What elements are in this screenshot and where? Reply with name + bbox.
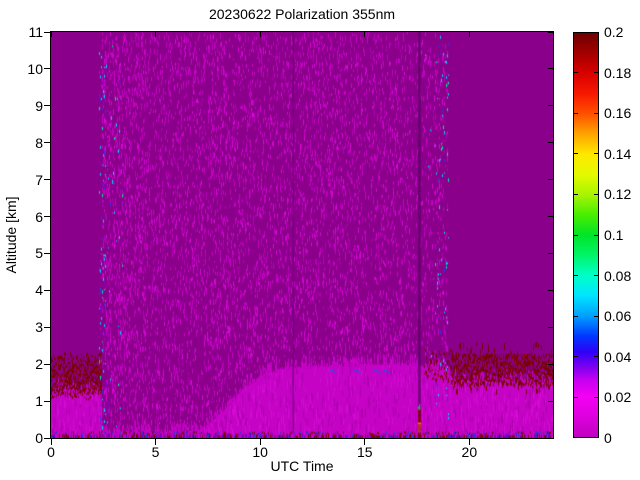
colorbar-tick-mark	[594, 396, 598, 398]
y-tick-mark	[44, 363, 50, 365]
y-tick-mark-right	[548, 31, 553, 33]
x-tick-mark-top	[364, 32, 366, 37]
y-tick-mark-right	[548, 105, 553, 107]
y-tick-label: 8	[35, 134, 43, 151]
colorbar-tick-mark	[574, 72, 578, 74]
y-tick-label: 5	[35, 245, 43, 262]
y-tick-mark-right	[548, 400, 553, 402]
x-tick-mark	[259, 439, 261, 445]
colorbar-tick-label: 0.1	[604, 227, 624, 243]
colorbar-tick-mark	[574, 153, 578, 155]
colorbar-tick-mark	[594, 72, 598, 74]
y-tick-label: 11	[28, 24, 43, 40]
y-tick-mark-right	[548, 326, 553, 328]
colorbar-tick-mark	[574, 234, 578, 236]
x-tick-mark	[155, 439, 157, 445]
y-tick-mark	[44, 68, 50, 70]
x-tick-mark-top	[155, 32, 157, 37]
colorbar-tick-mark	[574, 193, 578, 195]
y-tick-mark	[44, 31, 50, 33]
colorbar-tick-mark	[574, 315, 578, 317]
y-tick-label: 2	[35, 356, 43, 373]
y-tick-mark-right	[548, 216, 553, 218]
y-tick-mark-right	[548, 68, 553, 70]
colorbar-tick-label: 0.2	[604, 24, 624, 40]
colorbar-tick-label: 0.12	[604, 186, 632, 203]
colorbar-tick-mark	[574, 396, 578, 398]
y-tick-mark	[44, 105, 50, 107]
y-tick-label: 3	[35, 319, 43, 336]
x-tick-label: 15	[356, 444, 373, 460]
colorbar-tick-mark	[594, 275, 598, 277]
y-tick-mark-right	[548, 179, 553, 181]
y-tick-mark	[44, 326, 50, 328]
colorbar-tick-label: 0.08	[604, 267, 632, 284]
colorbar-tick-label: 0	[604, 430, 612, 446]
y-tick-mark-right	[548, 289, 553, 291]
y-tick-label: 9	[35, 97, 43, 114]
x-tick-mark-top	[259, 32, 261, 37]
x-tick-label: 5	[151, 444, 160, 460]
y-tick-mark-right	[548, 363, 553, 365]
y-tick-label: 7	[35, 171, 43, 188]
chart-title: 20230622 Polarization 355nm	[208, 6, 396, 22]
y-tick-label: 4	[35, 282, 43, 299]
y-tick-mark	[44, 252, 50, 254]
y-tick-label: 10	[27, 60, 43, 77]
y-tick-label: 1	[35, 393, 43, 410]
y-tick-label: 6	[35, 208, 43, 225]
colorbar-tick-mark	[594, 153, 598, 155]
y-tick-mark-right	[548, 142, 553, 144]
y-tick-mark	[44, 216, 50, 218]
x-tick-mark	[364, 439, 366, 445]
x-tick-mark	[50, 439, 52, 445]
y-tick-mark	[44, 289, 50, 291]
colorbar-tick-label: 0.14	[604, 145, 632, 162]
colorbar-tick-mark	[594, 315, 598, 317]
x-tick-mark-top	[468, 32, 470, 37]
colorbar-tick-label: 0.04	[604, 348, 632, 365]
y-tick-mark-right	[548, 437, 553, 439]
colorbar-tick-label: 0.18	[604, 64, 632, 81]
colorbar-tick-label: 0.06	[604, 308, 632, 325]
colorbar-tick-mark	[594, 234, 598, 236]
colorbar-tick-label: 0.02	[604, 389, 632, 406]
x-tick-mark-top	[50, 32, 52, 37]
y-tick-mark	[44, 437, 50, 439]
colorbar-tick-mark	[594, 193, 598, 195]
y-tick-mark	[44, 400, 50, 402]
colorbar-tick-mark	[574, 275, 578, 277]
plot-area	[50, 31, 554, 439]
x-tick-label: 20	[461, 444, 478, 460]
y-tick-mark	[44, 142, 50, 144]
colorbar-tick-label: 0.16	[604, 105, 632, 122]
colorbar-tick-mark	[574, 112, 578, 114]
heatmap-canvas	[51, 32, 553, 438]
colorbar-tick-mark	[574, 356, 578, 358]
colorbar-tick-mark	[594, 356, 598, 358]
y-tick-label: 0	[35, 430, 43, 446]
y-tick-mark-right	[548, 252, 553, 254]
x-tick-label: 10	[252, 444, 268, 460]
x-tick-mark	[468, 439, 470, 445]
x-tick-label: 0	[47, 444, 55, 460]
y-tick-mark	[44, 179, 50, 181]
colorbar-tick-mark	[594, 112, 598, 114]
x-axis-label: UTC Time	[270, 458, 334, 474]
